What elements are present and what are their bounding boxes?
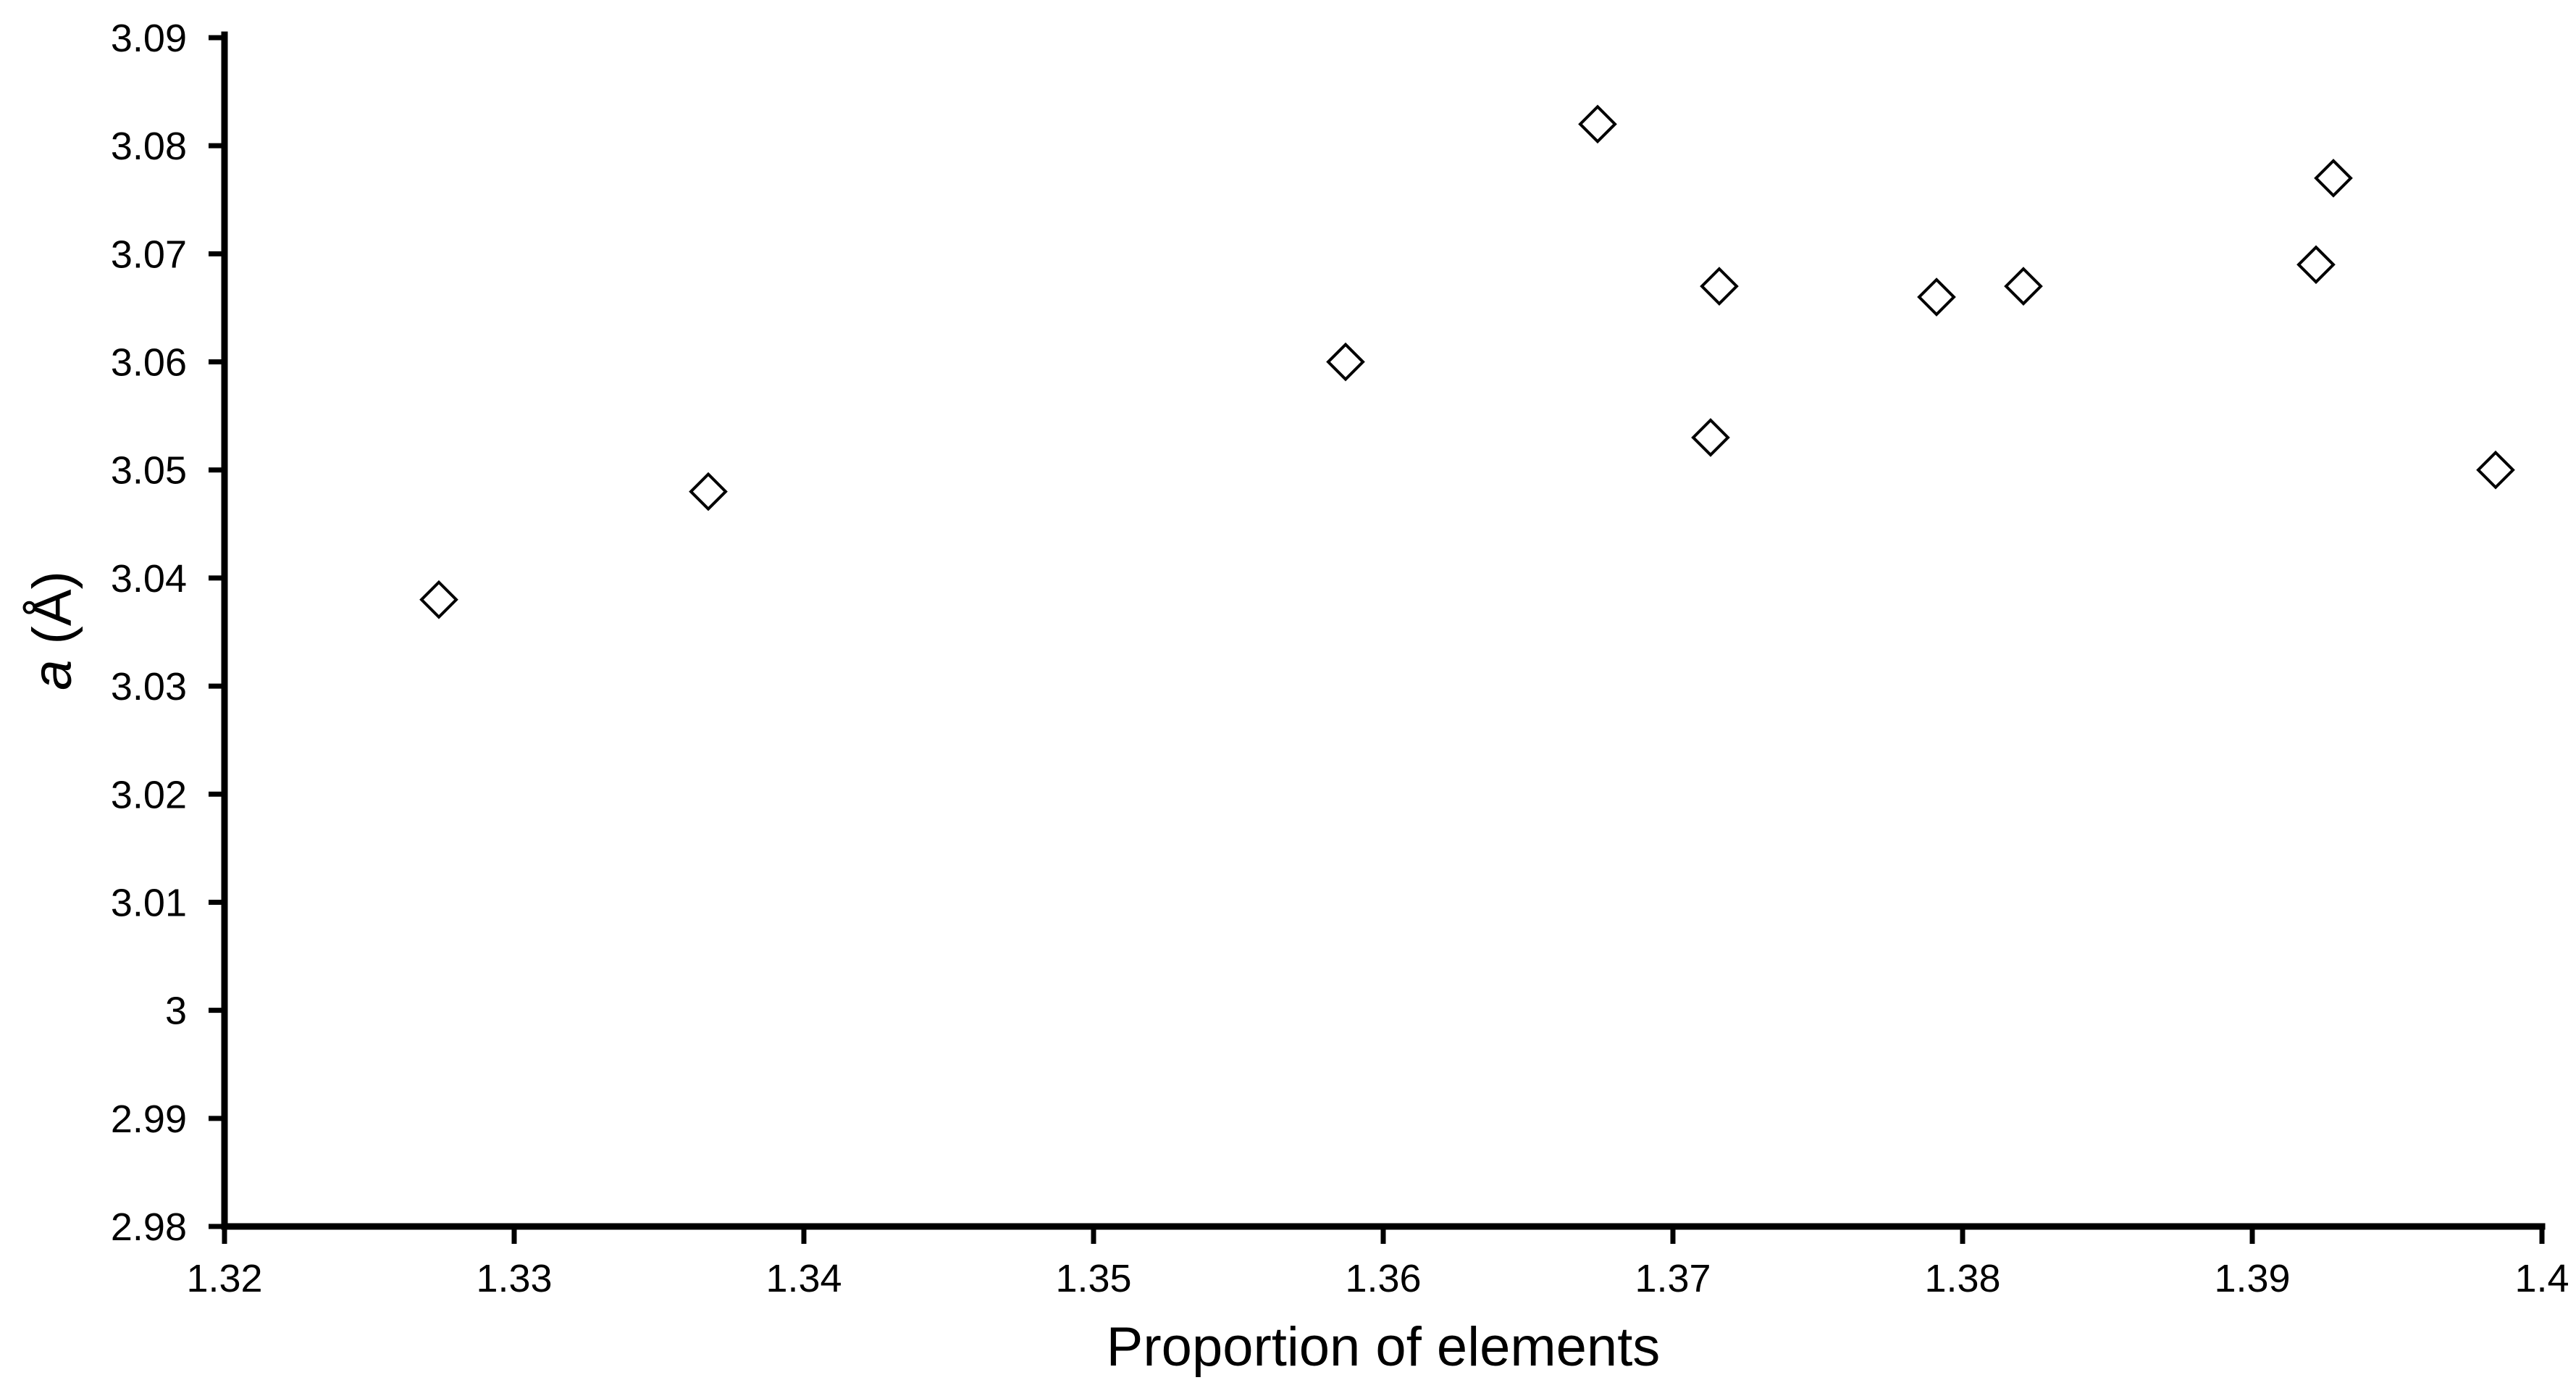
y-tick-label: 2.99 xyxy=(111,1098,187,1141)
data-point xyxy=(2004,267,2043,306)
y-axis-title-symbol: a xyxy=(22,660,83,690)
x-tick-label: 1.34 xyxy=(765,1257,842,1300)
data-point xyxy=(1691,418,1730,457)
y-tick-label: 3.01 xyxy=(111,881,187,924)
data-point xyxy=(1917,277,1956,317)
x-tick-label: 1.36 xyxy=(1345,1257,1421,1300)
data-point xyxy=(1326,342,1365,382)
y-tick-label: 3.07 xyxy=(111,233,187,276)
x-axis-title: Proportion of elements xyxy=(1107,1316,1661,1378)
data-point xyxy=(419,580,458,619)
x-tick-label: 1.38 xyxy=(1924,1257,2000,1300)
y-axis-title-unit: (Å) xyxy=(22,571,83,659)
x-tick-label: 1.33 xyxy=(476,1257,552,1300)
data-points xyxy=(419,104,2515,619)
y-tick-label: 2.98 xyxy=(111,1205,187,1249)
x-tick-label: 1.4 xyxy=(2514,1257,2569,1300)
data-point xyxy=(2476,450,2515,490)
data-point xyxy=(689,472,728,511)
x-tick-label: 1.37 xyxy=(1635,1257,1711,1300)
y-tick-label: 3.05 xyxy=(111,449,187,493)
y-tick-label: 3.09 xyxy=(111,17,187,60)
y-tick-label: 3.08 xyxy=(111,125,187,168)
data-point xyxy=(2314,159,2353,198)
x-tick-label: 1.39 xyxy=(2214,1257,2290,1300)
y-axis-title: a (Å) xyxy=(22,571,83,690)
data-point xyxy=(1700,267,1739,306)
data-point xyxy=(2296,245,2336,285)
y-tick-label: 3.06 xyxy=(111,341,187,385)
x-tick-label: 1.35 xyxy=(1055,1257,1131,1300)
y-tick-label: 3.04 xyxy=(111,557,187,601)
y-tick-label: 3.03 xyxy=(111,665,187,708)
y-tick-label: 3.02 xyxy=(111,773,187,816)
x-tick-labels: 1.32 1.33 1.34 1.35 1.36 1.37 1.38 1.39 1.4 xyxy=(186,1257,2569,1300)
x-tick-label: 1.32 xyxy=(186,1257,262,1300)
tick-marks xyxy=(209,35,2545,1244)
data-point xyxy=(1578,104,1617,144)
y-tick-labels: 2.98 2.99 3 3.01 3.02 3.03 3.04 3.05 3.06 3.07 3.0… xyxy=(111,17,187,1249)
y-tick-label: 3 xyxy=(165,990,187,1033)
